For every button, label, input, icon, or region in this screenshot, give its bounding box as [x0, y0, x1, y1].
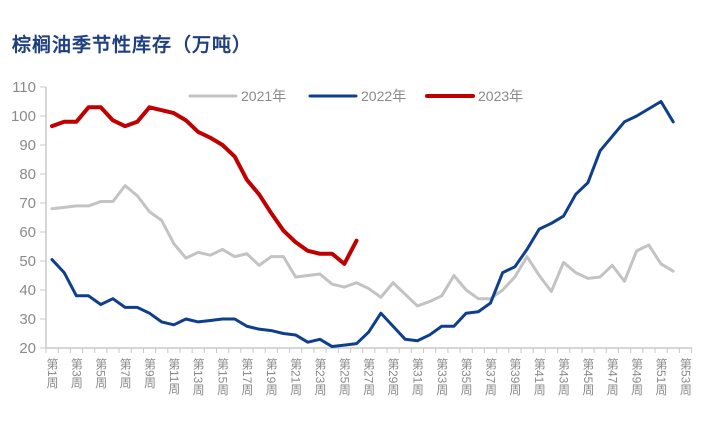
legend-label: 2022年	[361, 88, 406, 104]
x-tick-label: 第45周	[581, 358, 595, 396]
legend-label: 2021年	[241, 88, 286, 104]
x-tick-label: 第15周	[216, 358, 230, 396]
x-tick-label: 第17周	[240, 358, 254, 396]
x-tick-label: 第9周	[142, 358, 156, 390]
y-tick-label: 70	[19, 195, 36, 212]
series-line-2022年	[50, 100, 675, 349]
x-tick-label: 第19周	[264, 358, 278, 396]
y-tick-label: 80	[19, 166, 36, 183]
x-tick-label: 第13周	[191, 358, 205, 396]
y-tick-label: 100	[11, 108, 36, 125]
x-tick-label: 第33周	[435, 358, 449, 396]
x-tick-label: 第39周	[508, 358, 522, 396]
x-tick-label: 第11周	[167, 358, 181, 395]
x-tick-label: 第35周	[459, 358, 473, 396]
legend-label: 2023年	[478, 88, 523, 104]
x-tick-label: 第3周	[69, 358, 83, 390]
x-tick-label: 第21周	[289, 358, 303, 396]
x-tick-label: 第5周	[94, 358, 108, 390]
y-tick-label: 110	[12, 79, 36, 96]
y-tick-label: 30	[19, 311, 36, 328]
x-tick-label: 第29周	[386, 358, 400, 396]
series-line-2023年	[50, 105, 359, 266]
y-tick-label: 90	[19, 137, 36, 154]
x-tick-label: 第23周	[313, 358, 327, 396]
x-tick-label: 第51周	[654, 358, 668, 396]
x-tick-label: 第25周	[337, 358, 351, 396]
y-tick-label: 40	[19, 282, 36, 299]
y-tick-label: 20	[19, 340, 36, 357]
x-tick-label: 第49周	[630, 358, 644, 396]
x-tick-label: 第43周	[557, 358, 571, 396]
y-tick-label: 50	[19, 253, 36, 270]
x-tick-label: 第47周	[605, 358, 619, 396]
x-tick-label: 第27周	[362, 358, 376, 396]
x-tick-label: 第53周	[678, 358, 692, 396]
chart-title: 棕榈油季节性库存（万吨）	[12, 34, 253, 56]
x-tick-label: 第41周	[532, 358, 546, 396]
x-tick-label: 第1周	[45, 358, 59, 390]
x-tick-label: 第7周	[118, 358, 132, 390]
x-tick-label: 第37周	[483, 358, 497, 396]
y-tick-label: 60	[19, 224, 36, 241]
x-tick-label: 第31周	[410, 358, 424, 396]
series-line-2021年	[50, 184, 675, 308]
